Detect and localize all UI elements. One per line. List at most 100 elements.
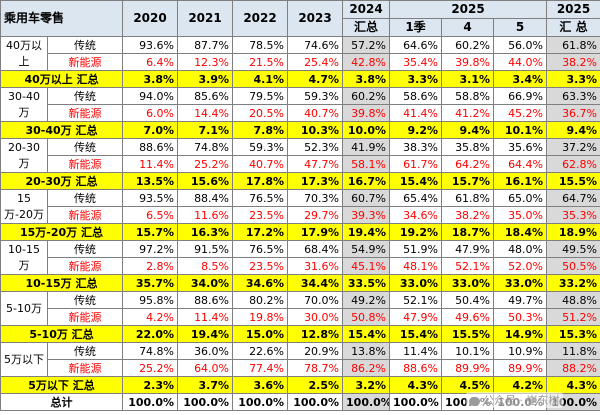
type-label-traditional: 传统 bbox=[46, 138, 124, 156]
value-cell: 15.7% bbox=[122, 223, 179, 241]
segment-total-row: 5-10万 汇总 22.0% 19.4% 15.0% 12.8% 15.4% 15.4% 15… bbox=[0, 325, 600, 343]
segment-total-label: 5-10万 汇总 bbox=[0, 325, 124, 343]
value-cell: 33.0% bbox=[493, 274, 548, 292]
value-cell: 51.2% bbox=[546, 308, 600, 326]
value-cell: 14.9% bbox=[493, 325, 548, 343]
value-cell: 17.2% bbox=[232, 223, 289, 241]
value-cell: 47.9% bbox=[441, 240, 495, 258]
value-cell: 100.0% bbox=[287, 393, 344, 411]
segment-total-row: 40万以上 汇总 3.8% 3.9% 4.1% 4.7% 3.8% 3.3% 3.1% 3.4%… bbox=[0, 70, 600, 88]
value-cell: 41.2% bbox=[441, 104, 495, 122]
value-cell: 70.3% bbox=[287, 189, 344, 207]
value-cell: 3.2% bbox=[342, 376, 391, 394]
value-cell: 33.0% bbox=[389, 274, 443, 292]
value-cell: 56.0% bbox=[493, 36, 548, 54]
year-2024-total-label: 汇总 bbox=[342, 18, 391, 37]
value-cell: 89.9% bbox=[441, 359, 495, 377]
type-label-traditional: 传统 bbox=[46, 342, 124, 360]
value-cell: 50.5% bbox=[546, 257, 600, 275]
value-cell: 9.2% bbox=[389, 121, 443, 139]
price-segment-label: 20-30万 bbox=[0, 138, 48, 173]
value-cell: 48.0% bbox=[493, 240, 548, 258]
value-cell: 19.4% bbox=[342, 223, 391, 241]
segment-total-row: 15万-20万 汇总 15.7% 16.3% 17.2% 17.9% 19.4% 19.2%… bbox=[0, 223, 600, 241]
value-cell: 61.7% bbox=[389, 155, 443, 173]
value-cell: 39.8% bbox=[441, 53, 495, 71]
type-label-nev: 新能源 bbox=[46, 104, 124, 122]
value-cell: 35.6% bbox=[493, 138, 548, 156]
value-cell: 15.7% bbox=[441, 172, 495, 190]
value-cell: 49.5% bbox=[546, 240, 600, 258]
grand-total-row: 总计 100.0% 100.0% 100.0% 100.0% 100.0% 100.0% 10… bbox=[0, 393, 600, 411]
value-cell: 87.7% bbox=[177, 36, 234, 54]
value-cell: 18.9% bbox=[546, 223, 600, 241]
year-header: 2022 bbox=[232, 0, 289, 37]
value-cell: 11.4% bbox=[389, 342, 443, 360]
value-cell: 16.3% bbox=[177, 223, 234, 241]
value-cell: 4.5% bbox=[441, 376, 495, 394]
value-cell: 68.4% bbox=[287, 240, 344, 258]
price-segment-label: 30-40万 bbox=[0, 87, 48, 122]
value-cell: 7.1% bbox=[177, 121, 234, 139]
value-cell: 10.9% bbox=[493, 342, 548, 360]
value-cell: 12.3% bbox=[177, 53, 234, 71]
value-cell: 78.5% bbox=[232, 36, 289, 54]
value-cell: 52.1% bbox=[389, 291, 443, 309]
value-cell: 25.4% bbox=[287, 53, 344, 71]
value-cell: 4.3% bbox=[546, 376, 600, 394]
value-cell: 20.5% bbox=[232, 104, 289, 122]
table-row: 5-10万 传统 95.8% 88.6% 80.2% 70.0% 49.2% 52.1% 50.… bbox=[0, 291, 600, 326]
value-cell: 47.7% bbox=[287, 155, 344, 173]
value-cell: 74.8% bbox=[122, 342, 179, 360]
value-cell: 2.8% bbox=[122, 257, 179, 275]
segment-total-row: 10-15万 汇总 35.7% 34.0% 34.6% 34.4% 33.5% 33.0% 3… bbox=[0, 274, 600, 292]
type-label-nev: 新能源 bbox=[46, 308, 124, 326]
value-cell: 95.8% bbox=[122, 291, 179, 309]
year-header: 2023 bbox=[287, 0, 344, 37]
value-cell: 38.3% bbox=[389, 138, 443, 156]
price-segment-label: 10-15万 bbox=[0, 240, 48, 275]
value-cell: 18.7% bbox=[441, 223, 495, 241]
value-cell: 35.8% bbox=[441, 138, 495, 156]
table-row: 20-30万 传统 88.6% 74.8% 59.3% 52.3% 41.9% 38.3% 35… bbox=[0, 138, 600, 173]
value-cell: 89.9% bbox=[493, 359, 548, 377]
type-label-traditional: 传统 bbox=[46, 291, 124, 309]
value-cell: 52.3% bbox=[287, 138, 344, 156]
value-cell: 93.6% bbox=[122, 36, 179, 54]
value-cell: 88.4% bbox=[177, 189, 234, 207]
type-label-traditional: 传统 bbox=[46, 240, 124, 258]
value-cell: 100.0% bbox=[441, 393, 495, 411]
value-cell: 22.0% bbox=[122, 325, 179, 343]
value-cell: 4.3% bbox=[389, 376, 443, 394]
value-cell: 80.2% bbox=[232, 291, 289, 309]
value-cell: 6.4% bbox=[122, 53, 179, 71]
value-cell: 64.2% bbox=[441, 155, 495, 173]
value-cell: 38.2% bbox=[546, 53, 600, 71]
value-cell: 76.5% bbox=[232, 240, 289, 258]
value-cell: 91.5% bbox=[177, 240, 234, 258]
value-cell: 65.0% bbox=[493, 189, 548, 207]
value-cell: 34.6% bbox=[389, 206, 443, 224]
year-2024-header: 2024 bbox=[342, 0, 391, 19]
value-cell: 10.0% bbox=[342, 121, 391, 139]
value-cell: 42.8% bbox=[342, 53, 391, 71]
value-cell: 66.9% bbox=[493, 87, 548, 105]
segment-total-label: 20-30万 汇总 bbox=[0, 172, 124, 190]
value-cell: 63.3% bbox=[546, 87, 600, 105]
value-cell: 100.0% bbox=[342, 393, 391, 411]
table-row: 新能源 25.2% 64.0% 77.4% 78.7% 86.2% 88.6% 89.9% 89… bbox=[1, 359, 600, 377]
value-cell: 39.8% bbox=[342, 104, 391, 122]
value-cell: 15.4% bbox=[389, 172, 443, 190]
value-cell: 94.0% bbox=[122, 87, 179, 105]
value-cell: 15.3% bbox=[546, 325, 600, 343]
value-cell: 49.7% bbox=[493, 291, 548, 309]
table-row: 30-40万 传统 94.0% 85.6% 79.5% 59.3% 60.2% 58.6% 58… bbox=[0, 87, 600, 122]
value-cell: 41.9% bbox=[342, 138, 391, 156]
value-cell: 35.3% bbox=[546, 206, 600, 224]
value-cell: 15.4% bbox=[389, 325, 443, 343]
value-cell: 33.5% bbox=[342, 274, 391, 292]
period-header-may: 5 bbox=[493, 18, 548, 37]
value-cell: 65.4% bbox=[389, 189, 443, 207]
value-cell: 3.3% bbox=[389, 70, 443, 88]
value-cell: 100.0% bbox=[232, 393, 289, 411]
